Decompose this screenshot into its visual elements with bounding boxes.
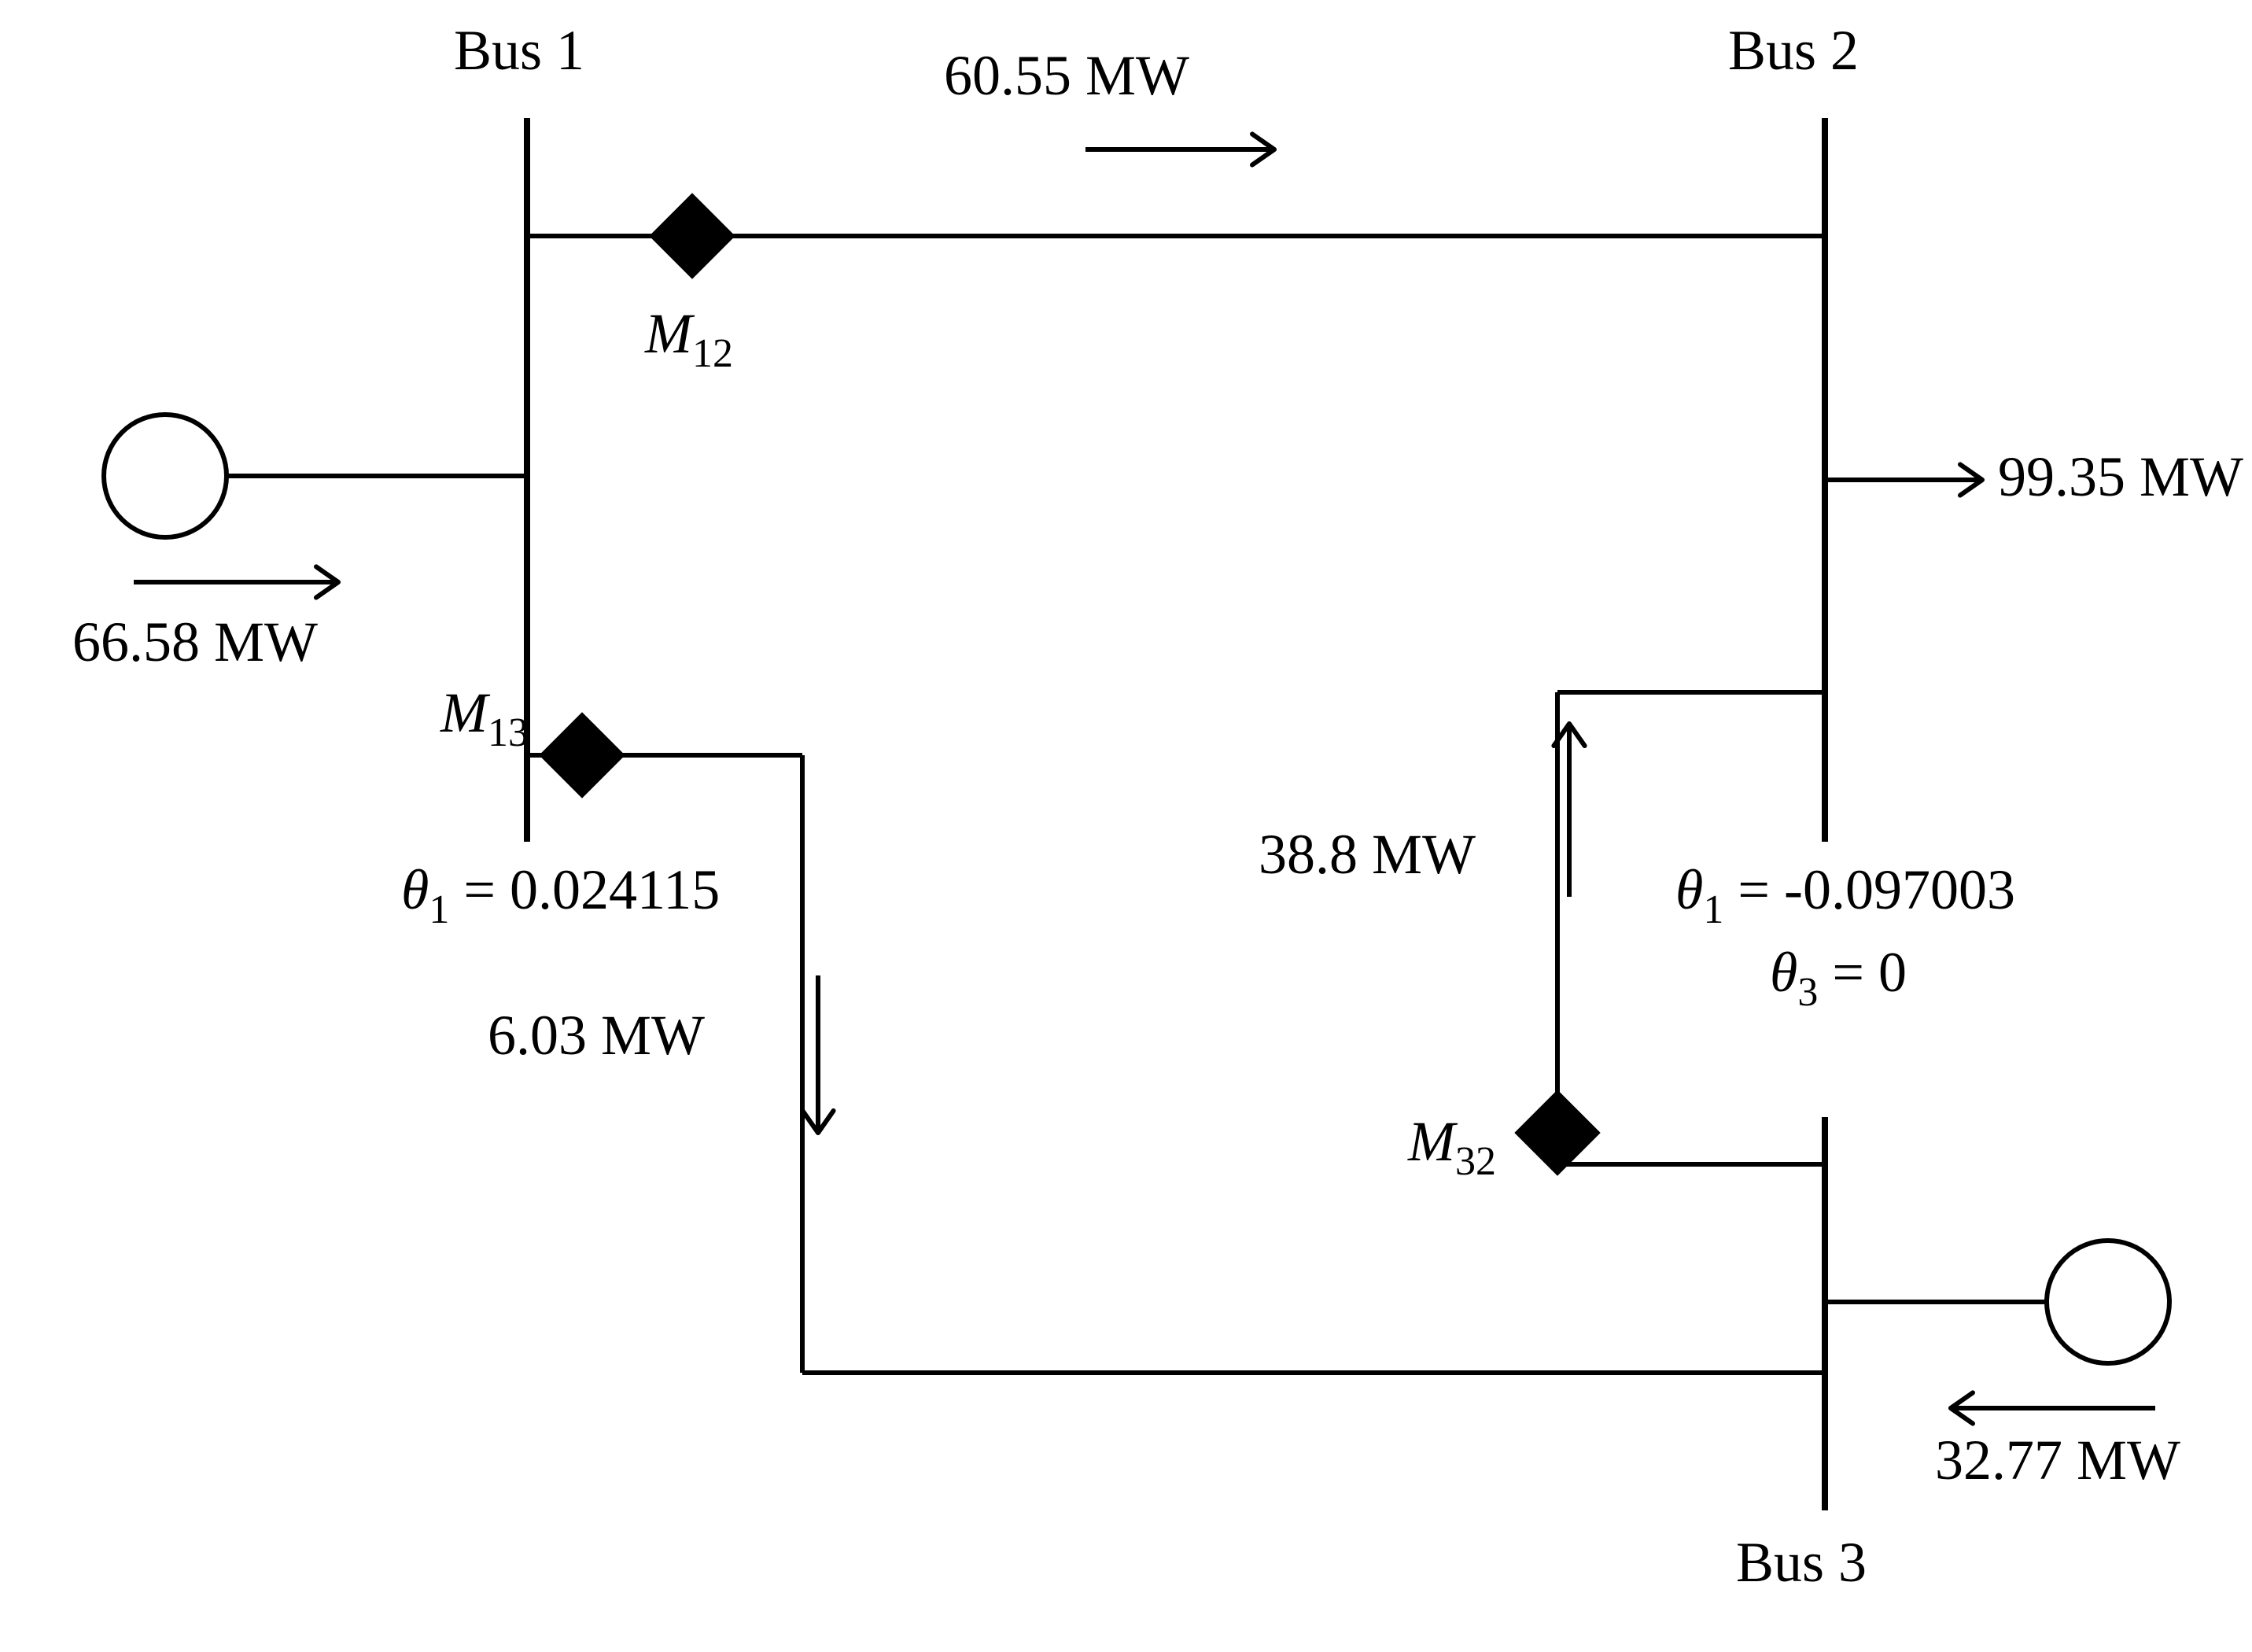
bus-3-label: Bus 3 <box>1736 1531 1867 1594</box>
gen-1-label: 66.58 MW <box>72 610 318 673</box>
theta-2-label: θ1 = -0.097003 <box>1675 858 2015 932</box>
theta-3-label: θ3 = 0 <box>1770 941 1907 1015</box>
bus-1-label: Bus 1 <box>454 19 584 82</box>
meter-m32-label: M32 <box>1407 1110 1496 1184</box>
power-system-diagram: Bus 1 Bus 2 Bus 3 M12 60.55 MW M13 6.03 MW M32 3… <box>0 0 2252 1652</box>
flow-12-label: 60.55 MW <box>944 44 1189 107</box>
bus-2-label: Bus 2 <box>1728 19 1859 82</box>
load-2-label: 99.35 MW <box>1998 445 2243 508</box>
meter-m12-label: M12 <box>644 302 733 376</box>
meter-m13-label: M13 <box>440 681 529 755</box>
flow-13-label: 6.03 MW <box>488 1004 705 1067</box>
flow-32-label: 38.8 MW <box>1259 823 1476 886</box>
theta-1-label: θ1 = 0.024115 <box>401 858 720 932</box>
gen-3-label: 32.77 MW <box>1935 1429 2180 1492</box>
